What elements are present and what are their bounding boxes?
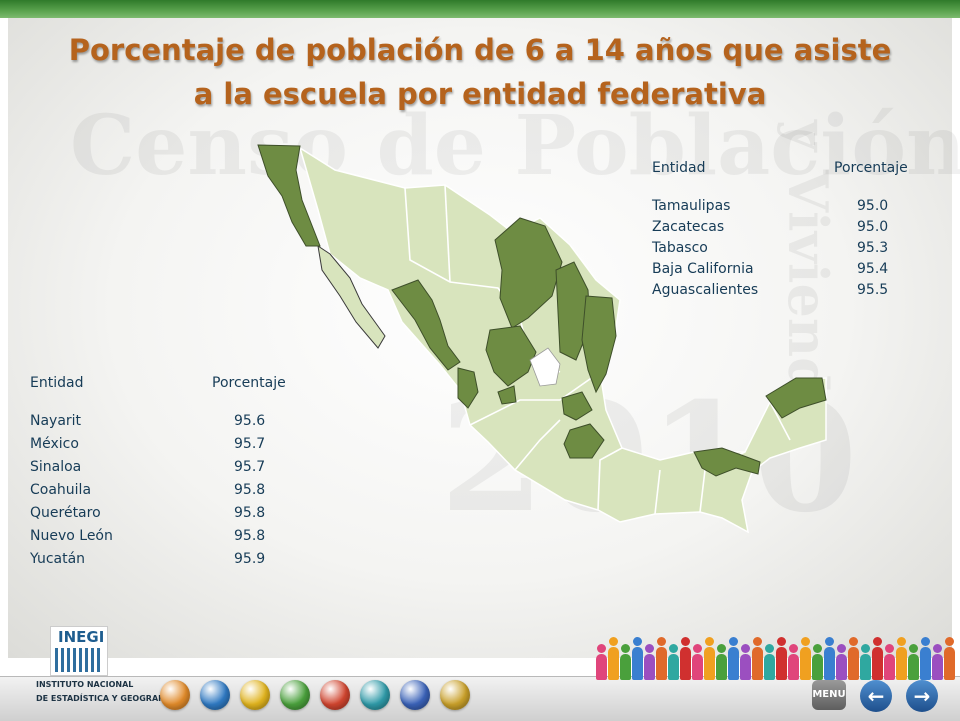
institution-name: DE ESTADÍSTICA Y GEOGRAFÍA [36,694,173,703]
table-cell-value: 95.7 [234,436,266,452]
people-icon[interactable] [280,680,310,710]
table-cell-entity: Coahuila [30,482,92,498]
footer: INEGI INSTITUTO NACIONAL DE ESTADÍSTICA … [0,620,960,721]
table-cell-entity: Yucatán [30,551,86,567]
person-figure [836,644,847,680]
menu-button[interactable]: MENU [812,680,846,710]
table-cell-value: 95.7 [234,459,266,475]
travel-icon[interactable] [400,680,430,710]
state-coahuila [494,217,563,329]
table-cell-entity: México [30,436,79,452]
table-cell-value: 95.4 [857,261,889,277]
person-figure [824,637,835,680]
person-figure [896,637,907,680]
people-illustration [596,630,960,680]
state-tabasco [693,447,761,477]
state-aguascalientes [497,385,517,405]
data-table-bottom: Entidad Porcentaje Nayarit 95.6 México 9… [30,375,310,575]
person-figure [716,644,727,680]
person-figure [788,644,799,680]
person-figure [752,637,763,680]
person-figure [800,637,811,680]
top-bar [0,0,960,18]
person-figure [776,637,787,680]
person-figure [692,644,703,680]
table-cell-entity: Querétaro [30,505,101,521]
person-figure [884,644,895,680]
column-header-entity: Entidad [652,160,706,176]
person-figure [908,644,919,680]
arrow-right-icon[interactable]: → [906,680,938,712]
column-header-value: Porcentaje [212,375,286,391]
arrow-left-icon[interactable]: ← [860,680,892,712]
person-figure [596,644,607,680]
table-cell-entity: Nayarit [30,413,82,429]
family-icon[interactable] [160,680,190,710]
person-figure [944,637,955,680]
table-cell-entity: Tabasco [652,240,708,256]
table-cell-value: 95.8 [234,505,266,521]
table-cell-entity: Tamaulipas [652,198,731,214]
table-cell-entity: Sinaloa [30,459,82,475]
table-cell-value: 95.9 [234,551,266,567]
state-san-luis-potosi-gap [529,347,561,387]
page-title: Porcentaje de población de 6 a 14 años q… [68,33,892,111]
logo-grid-icon [55,648,101,672]
state-sinaloa [391,279,461,371]
table-cell-entity: Baja California [652,261,754,277]
column-header-entity: Entidad [30,375,84,391]
person-figure [860,644,871,680]
logo-text: INEGI [58,628,105,646]
table-cell-value: 95.8 [234,528,266,544]
highlighted-states [257,144,827,477]
building-icon[interactable] [360,680,390,710]
children-icon[interactable] [240,680,270,710]
state-mexico [563,423,605,459]
person-figure [920,637,931,680]
table-cell-value: 95.5 [857,282,889,298]
person-figure [668,644,679,680]
person-figure [644,644,655,680]
info-icon[interactable] [200,680,230,710]
person-figure [632,637,643,680]
person-figure [932,644,943,680]
table-cell-value: 95.0 [857,198,889,214]
table-cell-entity: Nuevo León [30,528,113,544]
person-figure [656,637,667,680]
state-nayarit [457,367,479,409]
person-figure [872,637,883,680]
table-cell-entity: Aguascalientes [652,282,759,298]
state-tamaulipas [581,295,617,394]
person-figure [764,644,775,680]
state-yucatan [765,377,827,419]
data-table-top: Entidad Porcentaje Tamaulipas 95.0 Zacat… [652,160,932,310]
column-header-value: Porcentaje [834,160,908,176]
person-figure [728,637,739,680]
person-figure [620,644,631,680]
state-queretaro [561,391,593,421]
person-figure [608,637,619,680]
table-cell-entity: Zacatecas [652,219,725,235]
person-figure [704,637,715,680]
person-figure [680,637,691,680]
person-figure [848,637,859,680]
table-cell-value: 95.6 [234,413,266,429]
person-figure [740,644,751,680]
house-icon[interactable] [320,680,350,710]
state-baja-california [257,144,321,247]
institution-name: INSTITUTO NACIONAL [36,680,134,689]
state-zacatecas [485,325,537,387]
person-figure [812,644,823,680]
baja-california-sur [317,244,386,349]
table-cell-value: 95.0 [857,219,889,235]
table-cell-value: 95.3 [857,240,889,256]
folder-icon[interactable] [440,680,470,710]
table-cell-value: 95.8 [234,482,266,498]
